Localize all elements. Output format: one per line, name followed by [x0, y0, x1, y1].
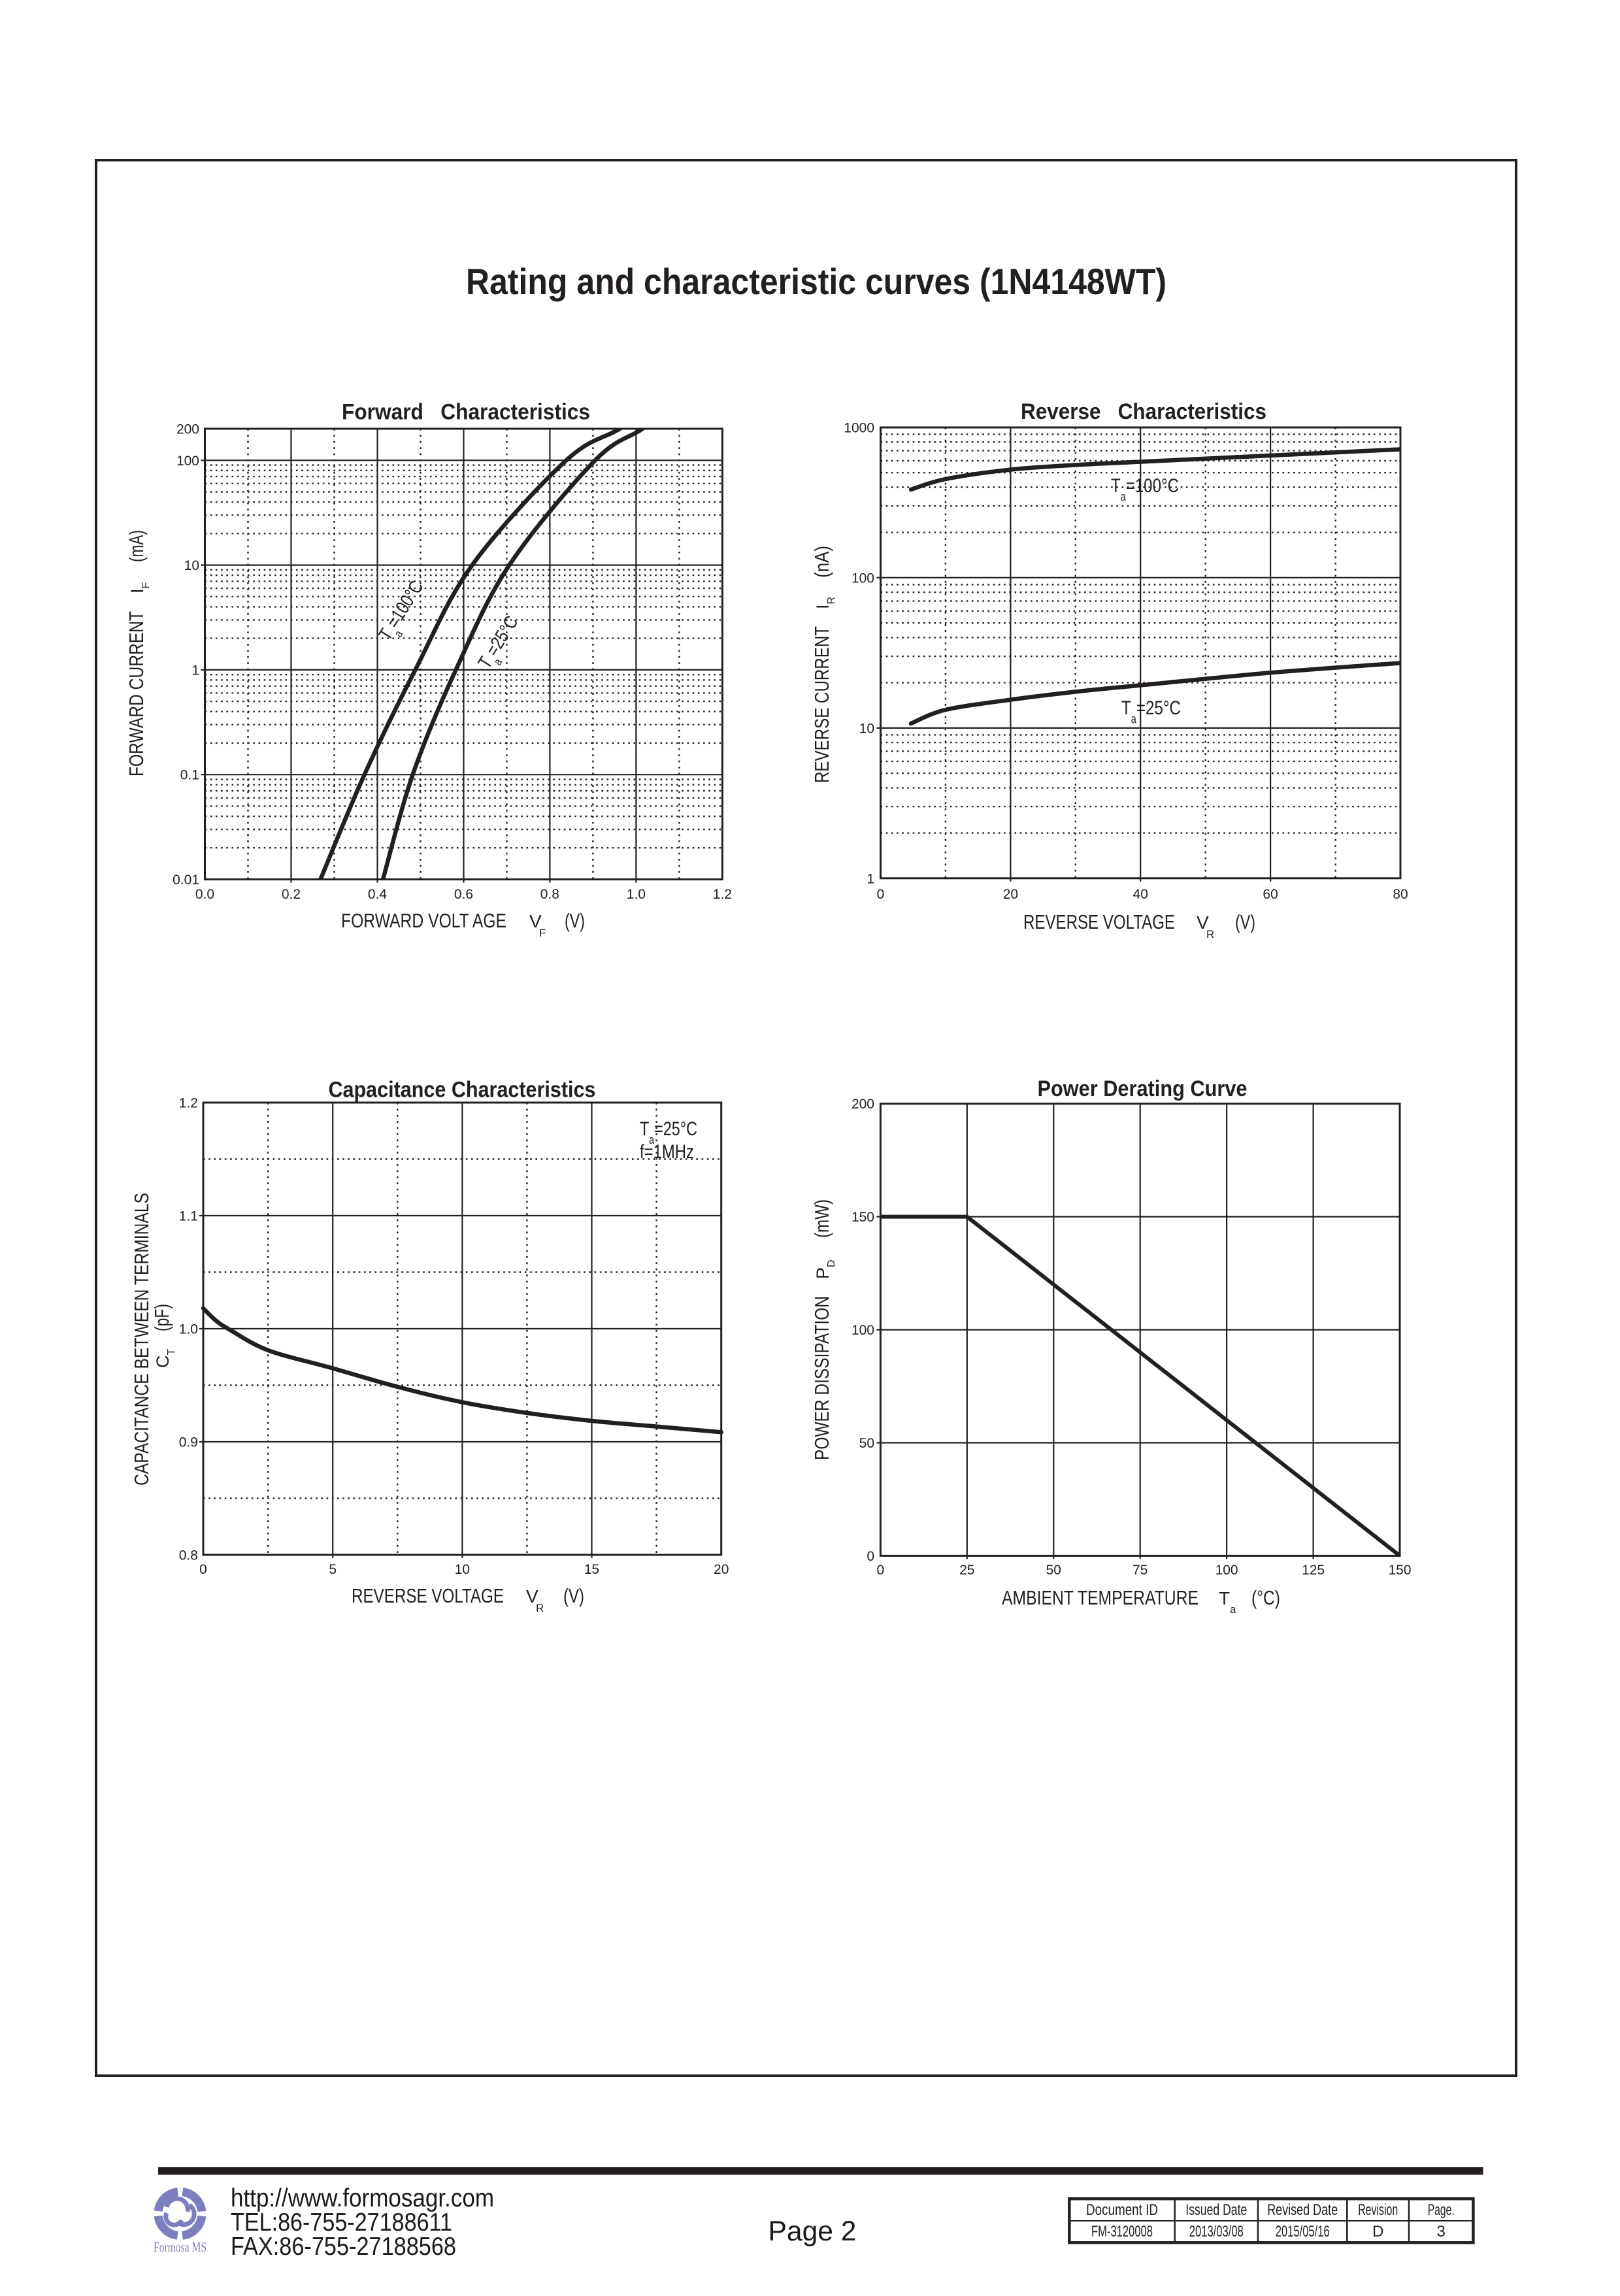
- svg-text:1.1: 1.1: [179, 1209, 198, 1224]
- svg-text:10: 10: [184, 558, 199, 573]
- svg-text:REVERSE VOLTAGE: REVERSE VOLTAGE: [1023, 910, 1175, 933]
- svg-text:FORWARD VOLT AGE: FORWARD VOLT AGE: [341, 909, 506, 932]
- svg-text:V: V: [1197, 912, 1209, 933]
- svg-text:FORWARD CURRENT: FORWARD CURRENT: [125, 611, 148, 776]
- svg-text:a: a: [1230, 1603, 1236, 1616]
- svg-text:Rating and characteristic curv: Rating and characteristic curves (1N4148…: [466, 261, 1166, 302]
- svg-text:100: 100: [851, 571, 874, 586]
- svg-text:50: 50: [859, 1436, 874, 1451]
- svg-text:f=1MHz: f=1MHz: [640, 1141, 694, 1163]
- svg-text:T: T: [1219, 1588, 1230, 1608]
- svg-text:1.0: 1.0: [627, 887, 646, 902]
- svg-text:100: 100: [1215, 1563, 1238, 1578]
- svg-text:0: 0: [867, 1549, 874, 1564]
- svg-text:Issued Date: Issued Date: [1185, 2201, 1247, 2219]
- svg-text:0.8: 0.8: [179, 1548, 198, 1563]
- svg-text:V: V: [529, 911, 542, 931]
- svg-text:1: 1: [867, 871, 874, 886]
- svg-text:0.6: 0.6: [454, 887, 473, 902]
- svg-text:0: 0: [199, 1562, 207, 1577]
- svg-text:15: 15: [584, 1562, 599, 1577]
- svg-text:Revised Date: Revised Date: [1267, 2201, 1338, 2219]
- svg-text:FAX:86-755-27188568: FAX:86-755-27188568: [231, 2233, 456, 2261]
- svg-text:REVERSE CURRENT: REVERSE CURRENT: [810, 626, 833, 783]
- svg-text:10: 10: [859, 721, 874, 736]
- svg-text:Forward Characteristics: Forward Characteristics: [342, 400, 590, 425]
- svg-text:5: 5: [329, 1562, 337, 1577]
- svg-text:R: R: [1206, 928, 1214, 940]
- svg-text:60: 60: [1263, 887, 1278, 902]
- svg-text:0: 0: [877, 887, 885, 902]
- svg-text:(mA): (mA): [125, 530, 148, 562]
- svg-text:1: 1: [191, 663, 199, 678]
- svg-text:POWER DISSIPATION: POWER DISSIPATION: [810, 1296, 833, 1460]
- svg-text:1000: 1000: [844, 421, 874, 436]
- svg-text:Capacitance Characteristics: Capacitance Characteristics: [329, 1078, 596, 1103]
- svg-text:1.2: 1.2: [713, 887, 732, 902]
- svg-text:AMBIENT TEMPERATURE: AMBIENT TEMPERATURE: [1002, 1586, 1198, 1609]
- svg-text:150: 150: [1388, 1563, 1411, 1578]
- svg-text:Reverse Characteristics: Reverse Characteristics: [1021, 399, 1266, 424]
- svg-text:200: 200: [851, 1097, 874, 1112]
- svg-text:(V): (V): [563, 1584, 584, 1607]
- svg-text:R: R: [536, 1602, 544, 1614]
- svg-text:100: 100: [176, 454, 199, 469]
- svg-text:10: 10: [455, 1562, 470, 1577]
- svg-text:(pF): (pF): [150, 1304, 173, 1331]
- svg-text:125: 125: [1302, 1563, 1325, 1578]
- svg-text:Page 2: Page 2: [769, 2216, 857, 2247]
- svg-text:D: D: [1372, 2223, 1383, 2240]
- svg-text:0.1: 0.1: [180, 768, 199, 783]
- svg-text:150: 150: [851, 1210, 874, 1225]
- svg-text:0.9: 0.9: [179, 1435, 198, 1450]
- svg-text:(V): (V): [1235, 910, 1255, 933]
- svg-text:50: 50: [1046, 1563, 1061, 1578]
- svg-text:Formosa MS: Formosa MS: [154, 2239, 207, 2255]
- svg-text:(V): (V): [565, 909, 585, 932]
- svg-text:2015/05/16: 2015/05/16: [1276, 2223, 1330, 2240]
- svg-text:V: V: [526, 1586, 538, 1606]
- svg-text:100: 100: [851, 1323, 874, 1338]
- svg-text:F: F: [539, 927, 546, 939]
- svg-text:1.0: 1.0: [179, 1322, 198, 1337]
- svg-text:200: 200: [176, 422, 199, 437]
- svg-text:CAPACITANCE BETWEEN TERMINALS: CAPACITANCE BETWEEN TERMINALS: [130, 1193, 153, 1486]
- svg-text:FM-3120008: FM-3120008: [1091, 2223, 1153, 2240]
- svg-text:Power Derating Curve: Power Derating Curve: [1038, 1076, 1248, 1101]
- svg-text:75: 75: [1132, 1563, 1148, 1578]
- svg-text:40: 40: [1133, 887, 1148, 902]
- svg-text:20: 20: [1003, 887, 1018, 902]
- svg-text:(°C): (°C): [1251, 1586, 1280, 1609]
- svg-text:25: 25: [959, 1563, 974, 1578]
- svg-text:3: 3: [1437, 2223, 1446, 2240]
- svg-text:20: 20: [714, 1562, 729, 1577]
- svg-text:0: 0: [877, 1563, 885, 1578]
- svg-text:(nA): (nA): [810, 546, 833, 578]
- svg-text:1.2: 1.2: [179, 1096, 198, 1111]
- svg-text:Document ID: Document ID: [1086, 2201, 1158, 2219]
- svg-text:REVERSE VOLTAGE: REVERSE VOLTAGE: [352, 1584, 504, 1607]
- svg-text:TEL:86-755-27188611: TEL:86-755-27188611: [231, 2208, 452, 2237]
- svg-text:Page.: Page.: [1428, 2201, 1455, 2219]
- svg-text:80: 80: [1393, 887, 1408, 902]
- svg-text:0.4: 0.4: [368, 887, 388, 902]
- svg-text:0.01: 0.01: [173, 873, 199, 888]
- svg-text:(mW): (mW): [810, 1199, 833, 1238]
- svg-text:0.8: 0.8: [540, 887, 559, 902]
- svg-text:http://www.formosagr.com: http://www.formosagr.com: [231, 2184, 494, 2212]
- svg-text:0.0: 0.0: [195, 887, 214, 902]
- svg-text:Revision: Revision: [1358, 2201, 1398, 2219]
- svg-text:0.2: 0.2: [282, 887, 301, 902]
- svg-text:2013/03/08: 2013/03/08: [1189, 2223, 1244, 2240]
